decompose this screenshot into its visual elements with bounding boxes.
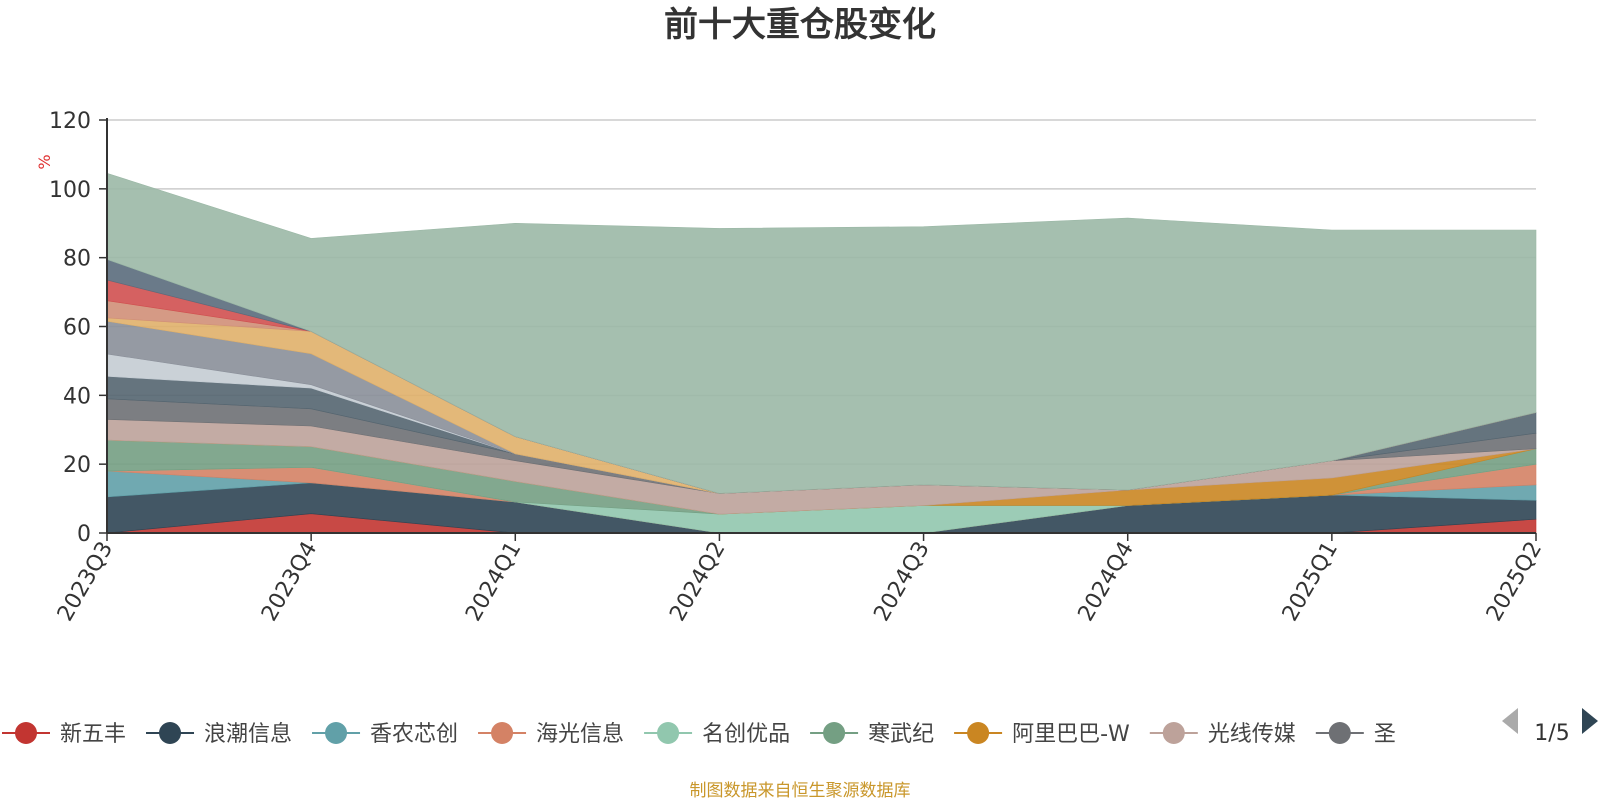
legend-marker-icon (1162, 722, 1185, 744)
area-series (106, 172, 1537, 494)
legend-item[interactable]: 光线传媒 (1149, 722, 1296, 747)
y-tick-label: 120 (49, 109, 91, 134)
legend-marker-icon (325, 722, 348, 744)
x-tick-labels: 2023Q3 2023Q4 2024Q1 2024Q2 2024Q3 2024Q4 2025… (53, 533, 1547, 626)
y-tick-label: 20 (63, 453, 91, 478)
legend-page-indicator: 1/5 (1534, 721, 1569, 746)
legend-marker-icon (967, 722, 990, 744)
legend[interactable]: 新五丰 浪潮信息 香农芯创 海光信息 名创优品 寒武纪 阿里巴巴-W 光线传媒 圣 (2, 722, 1396, 747)
x-tick-label: 2024Q3 (869, 538, 934, 626)
legend-label: 阿里巴巴-W (1012, 722, 1130, 747)
x-tick-label: 2024Q2 (665, 538, 730, 626)
legend-item[interactable]: 寒武纪 (810, 722, 934, 747)
legend-item[interactable]: 浪潮信息 (146, 722, 292, 747)
stacked-areas (106, 172, 1537, 534)
legend-marker-icon (491, 722, 514, 744)
legend-marker-icon (15, 722, 37, 744)
y-tick-label: 100 (49, 178, 91, 203)
legend-label: 海光信息 (536, 722, 624, 747)
legend-marker-icon (823, 722, 846, 744)
legend-label: 名创优品 (702, 722, 790, 747)
x-tick-label: 2025Q1 (1278, 538, 1343, 626)
x-tick-label: 2025Q2 (1482, 538, 1547, 626)
legend-label: 寒武纪 (868, 722, 934, 747)
x-tick-label: 2024Q1 (461, 538, 526, 626)
y-tick-label: 40 (63, 384, 91, 409)
next-page-icon[interactable] (1582, 708, 1598, 734)
y-axis-unit: % (35, 154, 54, 169)
y-tick-label: 0 (77, 522, 91, 547)
legend-label: 浪潮信息 (204, 722, 292, 747)
legend-label: 香农芯创 (370, 722, 458, 747)
legend-marker-icon (159, 722, 182, 744)
legend-marker-icon (657, 722, 680, 744)
legend-item[interactable]: 圣 (1315, 722, 1396, 747)
legend-label: 光线传媒 (1208, 722, 1296, 747)
legend-item[interactable]: 新五丰 (2, 722, 126, 747)
x-tick-label: 2024Q4 (1074, 538, 1139, 626)
legend-item[interactable]: 阿里巴巴-W (954, 722, 1130, 747)
legend-marker-icon (1328, 722, 1351, 744)
y-tick-label: 80 (63, 247, 91, 272)
data-source-note: 制图数据来自恒生聚源数据库 (690, 781, 911, 800)
chart-title: 前十大重仓股变化 (664, 5, 936, 45)
prev-page-icon[interactable] (1502, 708, 1518, 734)
legend-label: 圣 (1374, 722, 1396, 747)
legend-label: 新五丰 (60, 722, 126, 747)
legend-item[interactable]: 香农芯创 (312, 722, 458, 747)
legend-item[interactable]: 名创优品 (644, 722, 790, 747)
legend-pager[interactable]: 1/5 (1502, 708, 1598, 746)
x-tick-label: 2023Q4 (257, 538, 322, 626)
legend-item[interactable]: 海光信息 (478, 722, 624, 747)
y-tick-label: 60 (63, 316, 91, 341)
x-tick-label: 2023Q3 (53, 538, 118, 626)
y-tick-labels: 0 20 40 60 80 100 120 (49, 109, 107, 547)
